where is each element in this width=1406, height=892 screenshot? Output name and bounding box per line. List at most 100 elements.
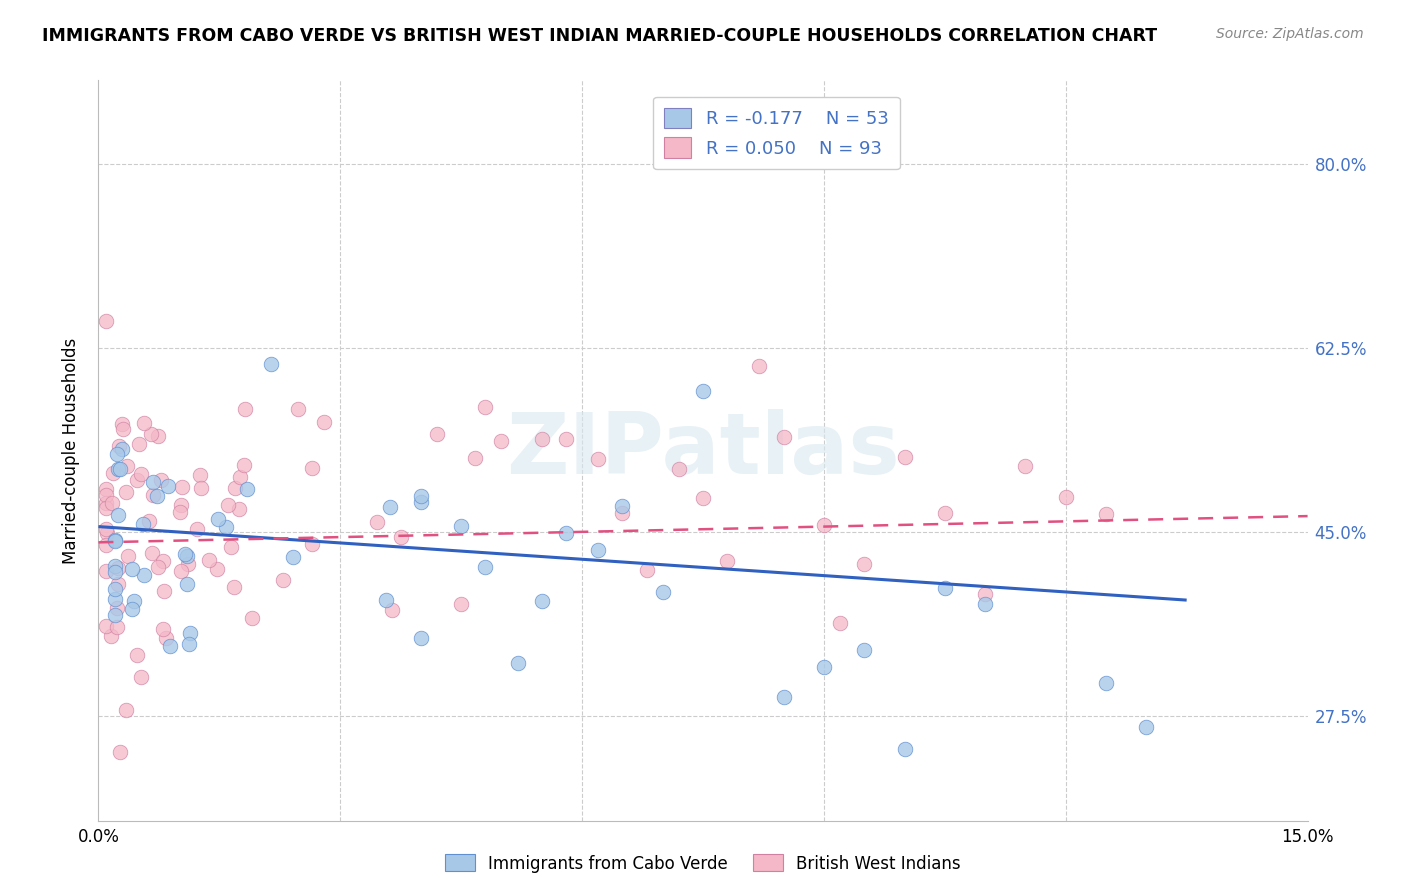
Point [450, 597, 472, 611]
Point [104, 533, 127, 548]
Point [409, 632, 432, 646]
Point [530, 594, 553, 608]
Point [103, 608, 125, 623]
Point [96, 488, 118, 502]
Point [555, 432, 578, 446]
Point [150, 473, 173, 487]
Point [934, 506, 956, 520]
Point [1095, 507, 1118, 521]
Point [378, 500, 401, 515]
Point [692, 384, 714, 398]
Point [142, 475, 165, 490]
Point [159, 639, 181, 653]
Point [222, 580, 245, 594]
Point [233, 401, 256, 416]
Point [668, 462, 690, 476]
Point [190, 481, 212, 495]
Point [104, 591, 127, 606]
Point [260, 357, 283, 371]
Point [117, 549, 139, 563]
Point [474, 559, 496, 574]
Point [287, 402, 309, 417]
Point [128, 436, 150, 450]
Point [170, 564, 193, 578]
Point [108, 745, 131, 759]
Point [179, 625, 201, 640]
Point [772, 430, 794, 444]
Point [96, 525, 118, 540]
Point [115, 459, 138, 474]
Point [121, 602, 143, 616]
Point [813, 660, 835, 674]
Point [207, 511, 229, 525]
Point [139, 427, 162, 442]
Point [174, 547, 197, 561]
Point [141, 546, 163, 560]
Point [112, 422, 135, 436]
Point [107, 439, 129, 453]
Point [186, 522, 208, 536]
Point [100, 629, 122, 643]
Point [236, 482, 259, 496]
Point [107, 462, 129, 476]
Point [176, 576, 198, 591]
Point [96, 483, 118, 497]
Text: IMMIGRANTS FROM CABO VERDE VS BRITISH WEST INDIAN MARRIED-COUPLE HOUSEHOLDS CORR: IMMIGRANTS FROM CABO VERDE VS BRITISH WE… [42, 27, 1157, 45]
Point [301, 460, 323, 475]
Point [491, 434, 513, 449]
Point [101, 496, 124, 510]
Point [813, 517, 835, 532]
Point [103, 558, 125, 573]
Point [96, 496, 118, 510]
Point [96, 313, 118, 327]
Point [240, 611, 263, 625]
Legend: R = -0.177    N = 53, R = 0.050    N = 93: R = -0.177 N = 53, R = 0.050 N = 93 [654, 96, 900, 169]
Point [121, 561, 143, 575]
Point [105, 620, 128, 634]
Point [157, 479, 180, 493]
Text: ZIPatlas: ZIPatlas [506, 409, 900, 492]
Point [314, 415, 336, 429]
Point [152, 622, 174, 636]
Point [1095, 675, 1118, 690]
Point [389, 530, 412, 544]
Point [506, 656, 529, 670]
Legend: Immigrants from Cabo Verde, British West Indians: Immigrants from Cabo Verde, British West… [439, 847, 967, 880]
Point [138, 514, 160, 528]
Point [148, 560, 170, 574]
Point [375, 592, 398, 607]
Point [426, 426, 449, 441]
Text: Source: ZipAtlas.com: Source: ZipAtlas.com [1216, 27, 1364, 41]
Point [205, 562, 228, 576]
Point [221, 540, 243, 554]
Point [125, 648, 148, 662]
Point [586, 451, 609, 466]
Point [853, 643, 876, 657]
Point [152, 554, 174, 568]
Point [122, 594, 145, 608]
Point [96, 537, 118, 551]
Point [555, 526, 578, 541]
Point [772, 690, 794, 704]
Point [612, 500, 634, 514]
Point [96, 501, 118, 516]
Point [366, 515, 388, 529]
Point [1014, 459, 1036, 474]
Point [132, 567, 155, 582]
Point [107, 577, 129, 591]
Point [176, 549, 198, 563]
Point [828, 616, 851, 631]
Point [893, 742, 915, 756]
Point [152, 584, 174, 599]
Point [271, 574, 294, 588]
Point [612, 507, 634, 521]
Point [716, 554, 738, 568]
Point [188, 467, 211, 482]
Point [215, 519, 238, 533]
Point [450, 519, 472, 533]
Point [301, 537, 323, 551]
Point [229, 470, 252, 484]
Point [409, 490, 432, 504]
Point [1135, 720, 1157, 734]
Point [177, 557, 200, 571]
